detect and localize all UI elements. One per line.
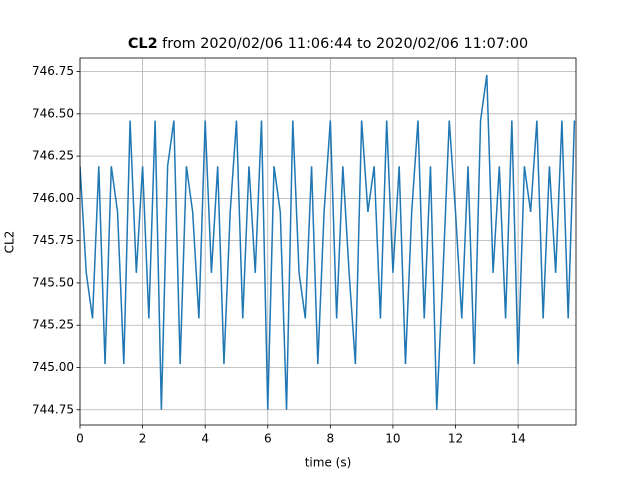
plot-frame [79, 57, 577, 426]
x-tick-label: 2 [139, 432, 147, 446]
y-tick-label: 746.00 [32, 191, 74, 205]
y-tick-label: 746.50 [32, 106, 74, 120]
y-tick-label: 745.50 [32, 275, 74, 289]
y-tick-label: 746.75 [32, 64, 74, 78]
x-tick-label: 8 [327, 432, 335, 446]
y-tick-label: 745.25 [32, 318, 74, 332]
y-tick-label: 745.75 [32, 233, 74, 247]
y-tick-label: 745.00 [32, 360, 74, 374]
y-tick-label: 744.75 [32, 402, 74, 416]
title-rest: from 2020/02/06 11:06:44 to 2020/02/06 1… [162, 36, 528, 52]
x-axis-label: time (s) [305, 456, 352, 470]
data-line [80, 74, 576, 410]
x-tick-label: 0 [76, 432, 84, 446]
title-bold: CL2 [128, 36, 158, 52]
x-tick-label: 6 [264, 432, 272, 446]
x-tick-label: 14 [510, 432, 525, 446]
y-tick-label: 746.25 [32, 149, 74, 163]
x-tick-label: 12 [448, 432, 463, 446]
y-axis-label: CL2 [3, 231, 17, 254]
x-tick-label: 10 [385, 432, 400, 446]
chart-title: CL2 from 2020/02/06 11:06:44 to 2020/02/… [128, 36, 528, 52]
x-tick-label: 4 [201, 432, 209, 446]
